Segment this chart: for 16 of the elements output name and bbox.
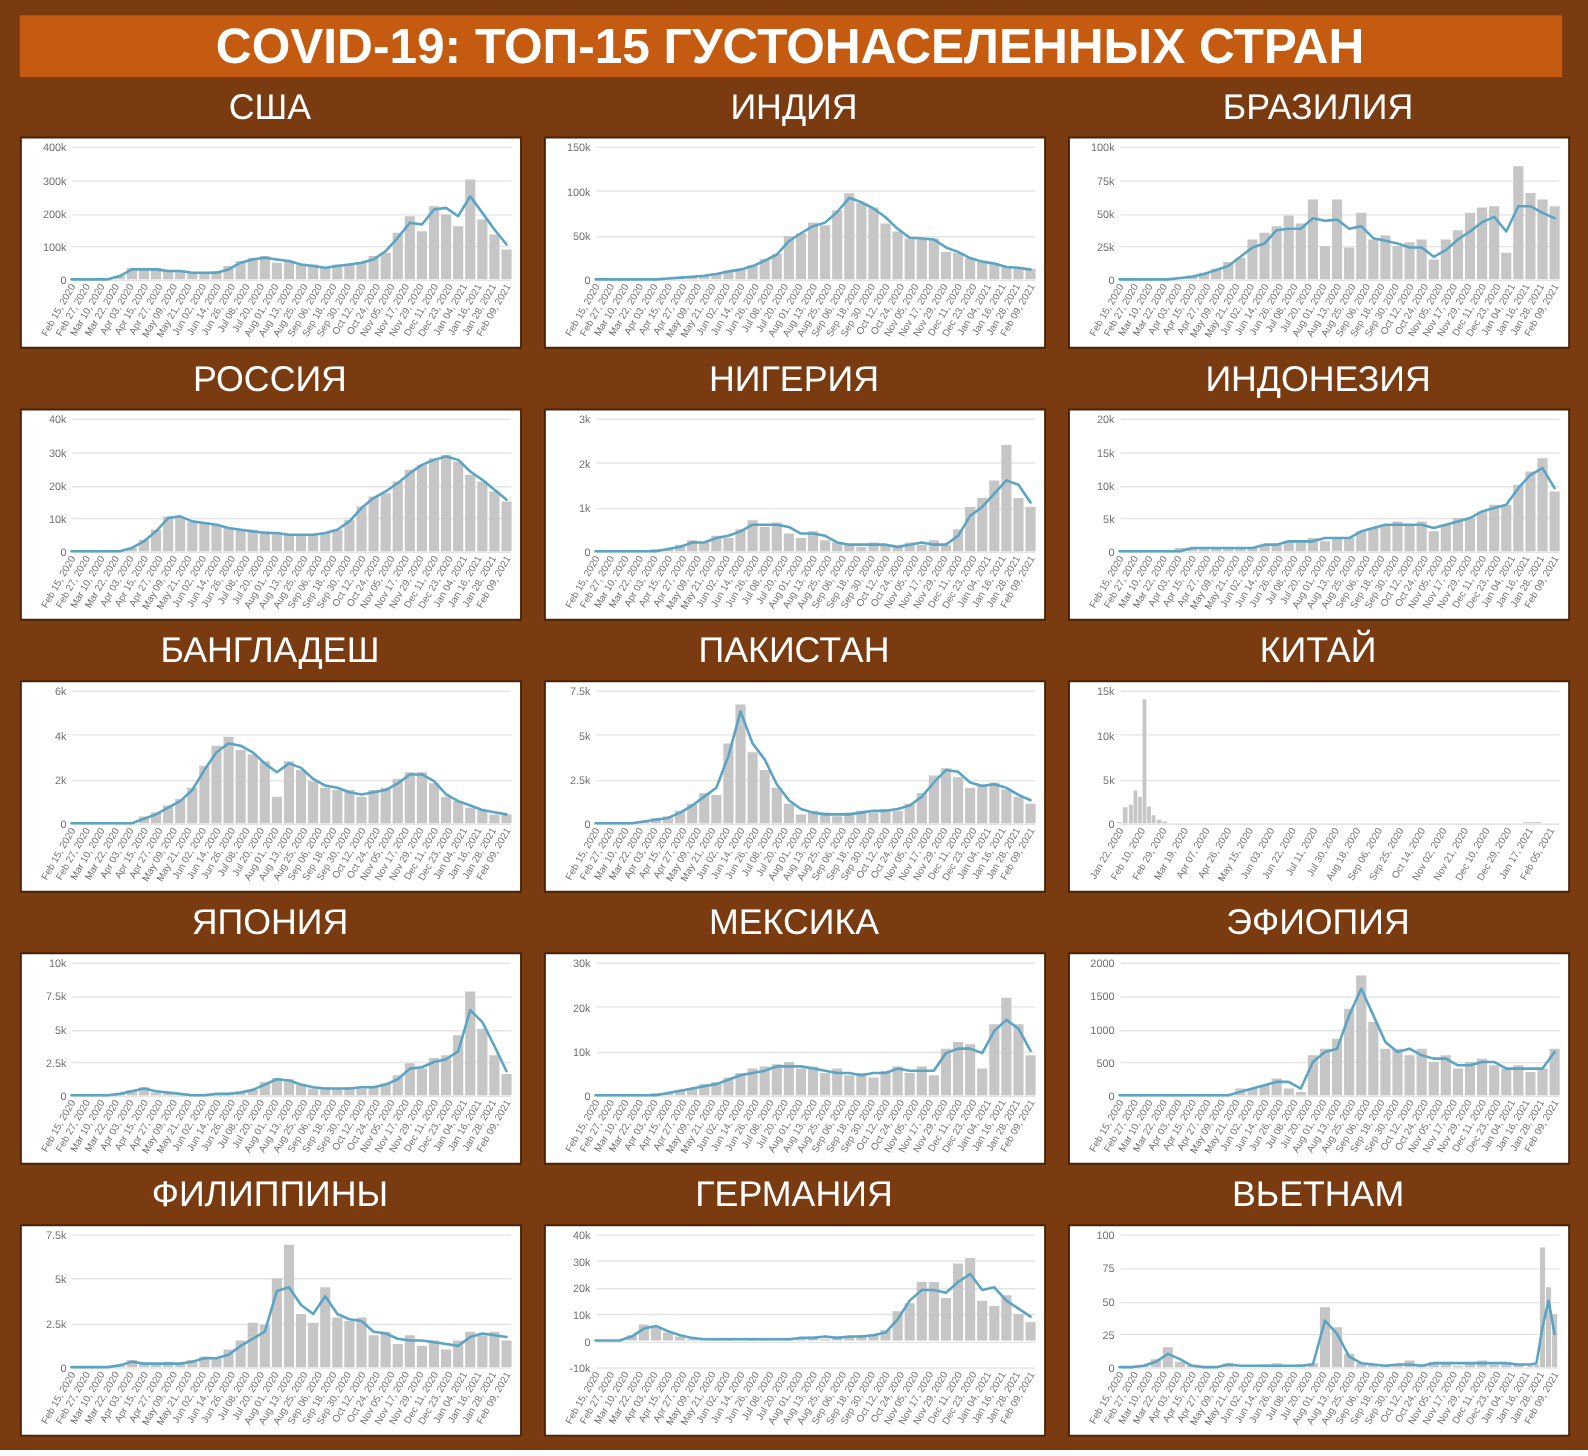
chart-title: США (228, 86, 312, 127)
chart-title: ЭФИОПИЯ (1226, 902, 1410, 943)
chart-title: РОССИЯ (193, 358, 347, 399)
chart-title: ИНДОНЕЗИЯ (1205, 358, 1431, 399)
chart-title: ГЕРМАНИЯ (695, 1174, 893, 1215)
chart-title: БРАЗИЛИЯ (1222, 86, 1414, 127)
chart-title: ИНДИЯ (730, 86, 858, 127)
text: COVID-19: ТОП-15 ГУСТОНАСЕЛЕННЫХ СТРАН (215, 21, 1365, 75)
chart-title: МЕКСИКА (708, 902, 880, 943)
chart-title: ЯПОНИЯ (191, 902, 349, 943)
chart-title: КИТАЙ (1259, 628, 1377, 671)
chart-title: ПАКИСТАН (698, 630, 890, 671)
chart-title: НИГЕРИЯ (709, 358, 879, 399)
chart-title: БАНГЛАДЕШ (160, 630, 380, 671)
chart-title: ФИЛИППИНЫ (151, 1174, 389, 1215)
chart-title: ВЬЕТНАМ (1231, 1174, 1405, 1215)
